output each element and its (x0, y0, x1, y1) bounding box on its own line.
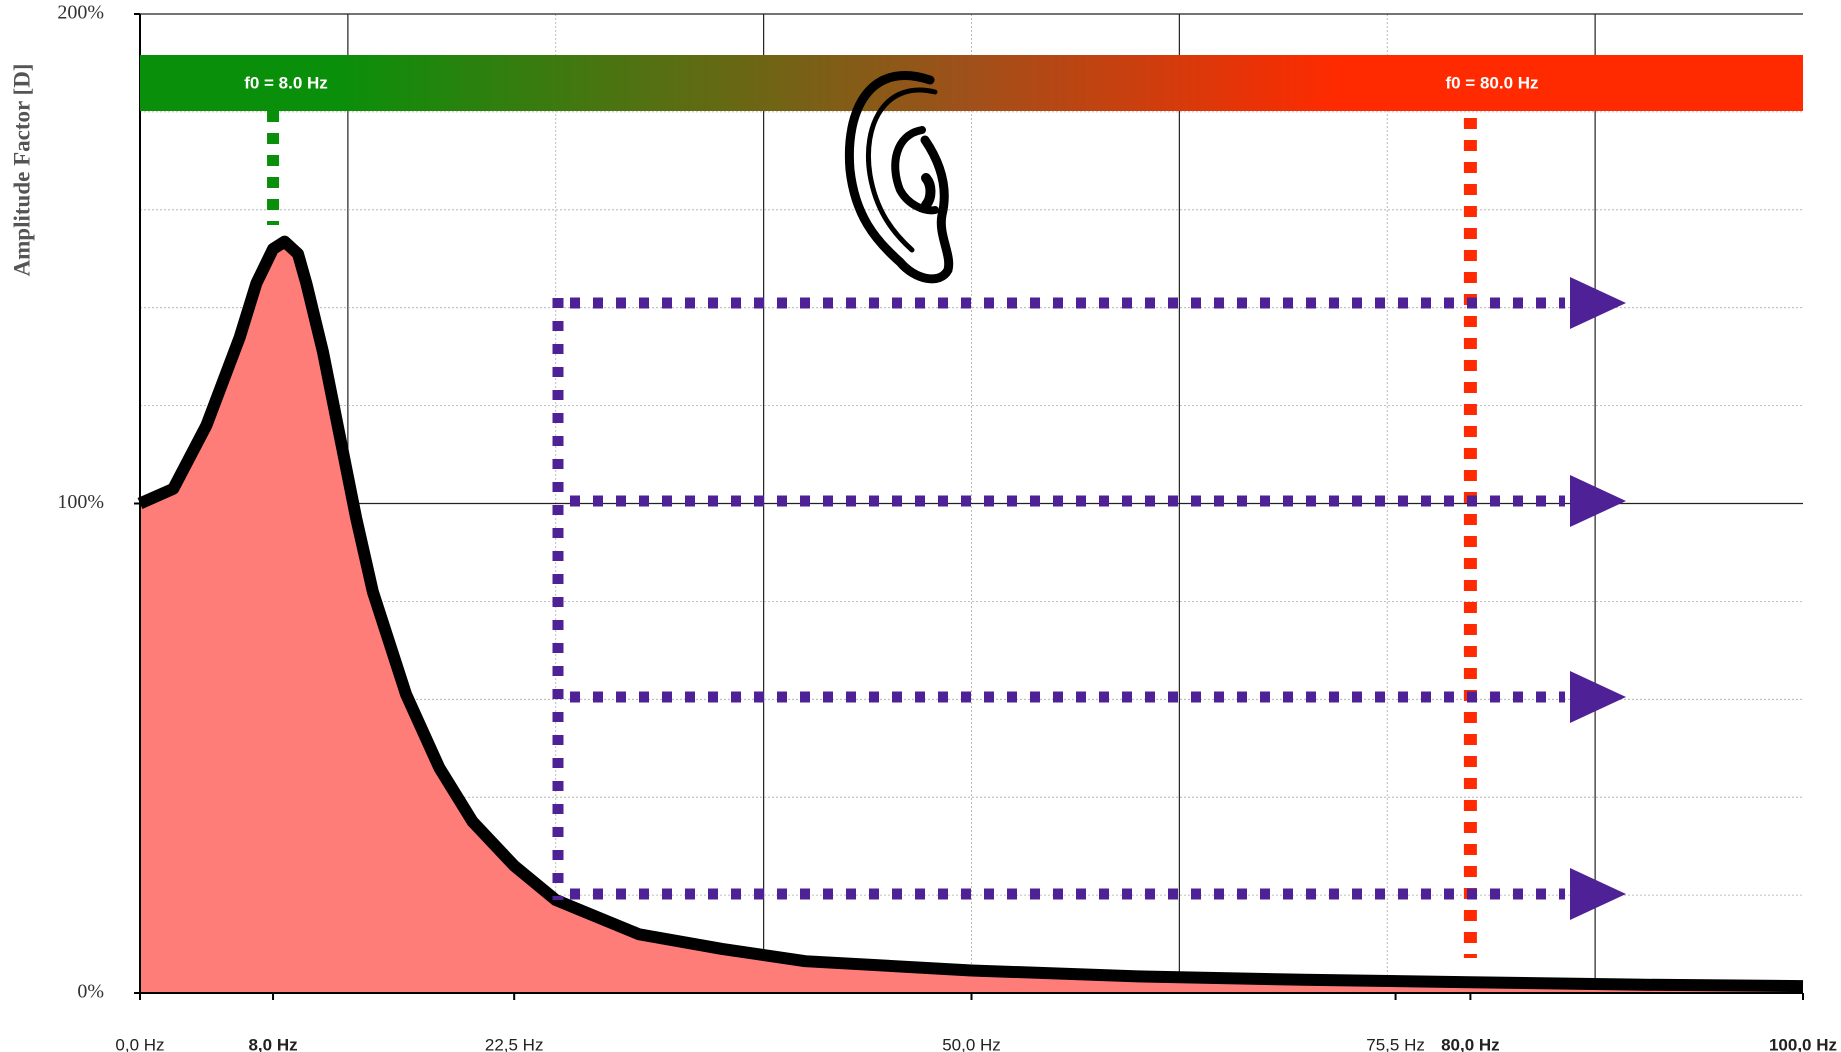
x-tick-label: 8,0 Hz (248, 1035, 297, 1052)
level-arrow-head (1570, 475, 1626, 527)
band-label: f0 = 8.0 Hz (244, 73, 328, 92)
x-tick-label: 50,0 Hz (942, 1035, 1001, 1052)
band-label: f0 = 80.0 Hz (1445, 73, 1538, 92)
level-arrow-head (1570, 277, 1626, 329)
frequency-band (140, 55, 1803, 111)
level-arrow-head (1570, 868, 1626, 920)
y-tick-label: 100% (57, 491, 104, 513)
x-tick-label: 0,0 Hz (115, 1035, 164, 1052)
x-tick-label: 80,0 Hz (1441, 1035, 1500, 1052)
x-tick-label: 22,5 Hz (485, 1035, 544, 1052)
chart: 0% 100% 200% 0,0 Hz 8,0 Hz 22,5 Hz 50,0 Hz 75,5… (0, 0, 1841, 1052)
level-arrow-head (1570, 671, 1626, 723)
y-tick-label: 200% (57, 2, 104, 24)
x-tick-label: 100,0 Hz (1769, 1035, 1837, 1052)
y-tick-label: 0% (77, 981, 104, 1003)
y-axis-label: Amplitude Factor [D] (9, 64, 34, 277)
x-tick-label: 75,5 Hz (1366, 1035, 1425, 1052)
